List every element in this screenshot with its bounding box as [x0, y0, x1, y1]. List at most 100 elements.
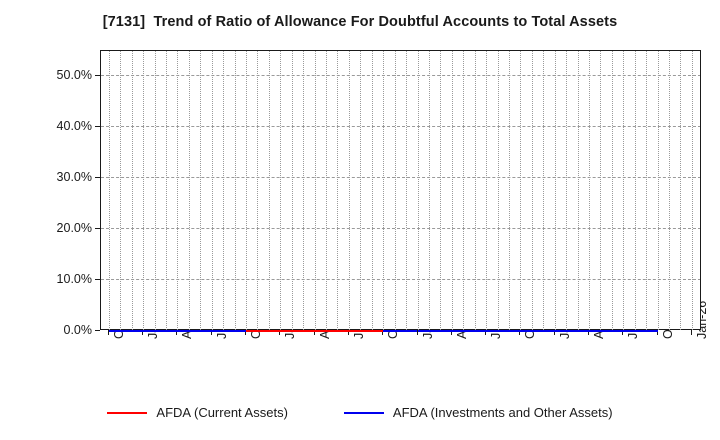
series-line-segment: [451, 330, 487, 332]
gridline-vertical: [417, 50, 419, 330]
gridline-vertical: [428, 50, 430, 330]
gridline-vertical: [589, 50, 590, 330]
series-line-segment: [486, 330, 521, 332]
gridline-vertical: [234, 50, 236, 330]
x-axis-tick-mark: [690, 330, 692, 335]
y-axis-tick-mark: [95, 75, 100, 77]
x-axis-tick-mark: [176, 330, 178, 335]
gridline-vertical: [543, 50, 545, 330]
plot-frame-right: [700, 50, 701, 330]
gridline-vertical: [303, 50, 305, 330]
gridline-horizontal: [101, 228, 701, 230]
x-axis-tick-mark: [553, 330, 555, 335]
gridline-vertical: [680, 50, 682, 330]
legend-label: AFDA (Investments and Other Assets): [392, 405, 613, 420]
gridline-vertical: [486, 50, 488, 330]
x-axis-tick-mark: [588, 330, 589, 335]
gridline-vertical: [440, 50, 442, 330]
gridline-vertical: [143, 50, 145, 330]
x-axis-tick-mark: [142, 330, 144, 335]
y-axis-tick-label: 20.0%: [56, 221, 92, 236]
legend-color-swatch: [107, 411, 148, 414]
gridline-vertical: [634, 50, 636, 330]
x-axis-tick-mark: [450, 330, 452, 335]
x-axis-tick-mark: [313, 330, 315, 335]
legend-color-swatch: [343, 411, 384, 414]
gridline-vertical: [691, 50, 693, 330]
x-axis-tick-mark: [347, 330, 349, 335]
gridline-vertical: [669, 50, 671, 330]
y-axis-tick-mark: [95, 126, 100, 128]
x-axis-tick-mark: [519, 330, 521, 335]
x-axis-tick-mark: [622, 330, 624, 335]
x-axis-tick-mark: [485, 330, 487, 335]
gridline-vertical: [566, 50, 568, 330]
y-axis-tick-mark: [95, 177, 100, 179]
chart-legend: AFDA (Current Assets) AFDA (Investments a…: [0, 405, 720, 420]
y-axis-tick-mark: [95, 330, 100, 331]
gridline-vertical: [280, 50, 282, 330]
series-line-segment: [108, 330, 144, 332]
gridline-vertical: [371, 50, 373, 330]
x-axis-tick-mark: [107, 330, 109, 335]
y-axis-tick-mark: [95, 228, 100, 230]
gridline-vertical: [223, 50, 225, 330]
gridline-vertical: [314, 50, 316, 330]
gridline-vertical: [348, 50, 350, 330]
gridline-vertical: [600, 50, 602, 330]
x-axis-tick-mark: [279, 330, 281, 335]
series-line-segment: [348, 330, 384, 332]
gridline-vertical: [657, 50, 659, 330]
y-axis-tick-label: 0.0%: [63, 323, 93, 337]
series-line-segment: [246, 330, 281, 332]
gridline-vertical: [268, 50, 270, 330]
series-line-segment: [417, 330, 452, 332]
gridline-vertical: [108, 50, 110, 330]
series-line-segment: [383, 330, 418, 332]
gridline-vertical: [623, 50, 625, 330]
gridline-vertical: [554, 50, 556, 330]
x-axis-tick-mark: [210, 330, 212, 335]
y-axis-tick-label: 50.0%: [56, 68, 92, 83]
series-line-segment: [623, 330, 658, 332]
series-line-segment: [589, 330, 624, 332]
gridline-vertical: [611, 50, 613, 330]
gridline-horizontal: [101, 177, 701, 179]
series-line-segment: [554, 330, 589, 332]
gridline-vertical: [120, 50, 122, 330]
gridline-vertical: [154, 50, 156, 330]
plot-frame-top: [100, 50, 700, 51]
y-axis-tick-mark: [95, 279, 100, 281]
series-line-segment: [520, 330, 555, 332]
series-line-segment: [143, 330, 178, 332]
y-axis-tick-label: 30.0%: [56, 170, 92, 185]
gridline-vertical: [257, 50, 259, 330]
gridline-vertical: [474, 50, 476, 330]
y-axis-tick-label: 10.0%: [56, 272, 92, 287]
legend-label: AFDA (Current Assets): [156, 405, 288, 420]
gridline-vertical: [394, 50, 396, 330]
legend-item[interactable]: AFDA (Current Assets): [107, 405, 288, 420]
gridline-vertical: [337, 50, 339, 330]
x-axis-tick-mark: [382, 330, 384, 335]
series-line-segment: [177, 330, 212, 332]
legend-item[interactable]: AFDA (Investments and Other Assets): [343, 405, 613, 420]
gridline-vertical: [497, 50, 499, 330]
gridline-vertical: [360, 50, 362, 330]
gridline-vertical: [531, 50, 533, 330]
gridline-vertical: [200, 50, 202, 330]
x-axis-tick-mark: [656, 330, 658, 335]
gridline-vertical: [131, 50, 133, 330]
chart-title: [7131] Trend of Ratio of Allowance For D…: [102, 14, 618, 30]
gridline-vertical: [383, 50, 385, 330]
gridline-vertical: [463, 50, 465, 330]
gridline-vertical: [520, 50, 522, 330]
series-line-segment: [314, 330, 349, 332]
series-line-segment: [280, 330, 315, 332]
gridline-horizontal: [101, 75, 701, 77]
gridline-vertical: [188, 50, 190, 330]
gridline-vertical: [451, 50, 453, 330]
gridline-horizontal: [101, 279, 701, 281]
gridline-vertical: [211, 50, 213, 330]
gridline-vertical: [165, 50, 167, 330]
